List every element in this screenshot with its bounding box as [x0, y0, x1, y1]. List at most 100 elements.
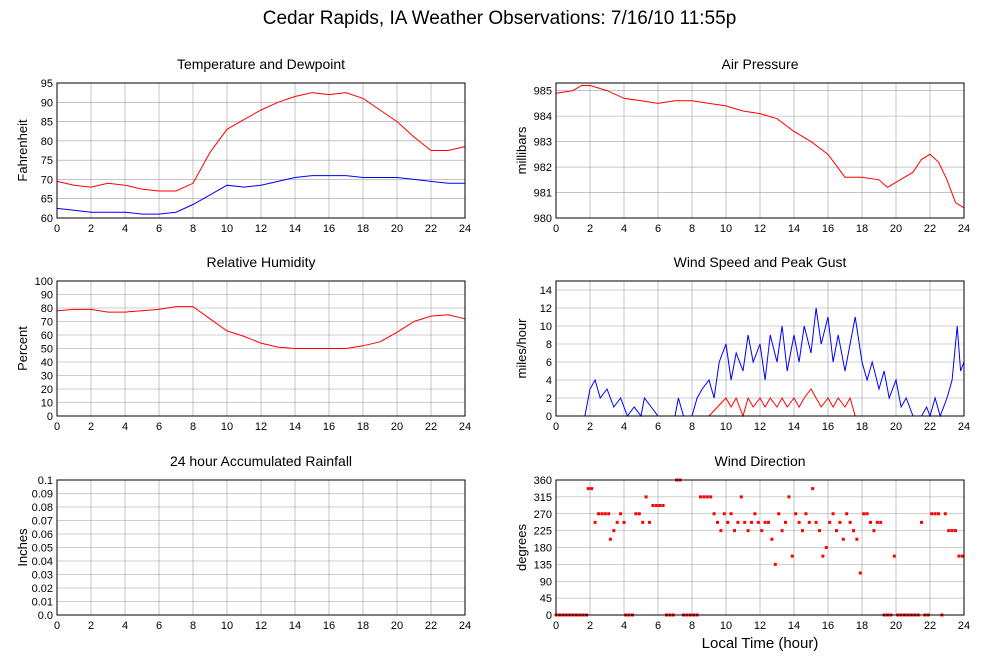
- wind-speed-y-tick-label: 2: [546, 393, 552, 405]
- humidity-x-tick-label: 2: [88, 421, 94, 433]
- wind-direction-point: [828, 520, 832, 524]
- humidity-x-tick-label: 18: [357, 421, 369, 433]
- wind-direction-point: [933, 512, 937, 516]
- pressure-x-tick-label: 18: [856, 223, 868, 235]
- wind-speed-y-tick-label: 8: [546, 339, 552, 351]
- wind-direction-point: [641, 520, 645, 524]
- temperature-y-tick-label: 65: [41, 194, 53, 206]
- humidity-x-tick-label: 22: [425, 421, 437, 433]
- pressure-title: Air Pressure: [721, 56, 798, 72]
- humidity-chart: 0 2 4 6 8 10 12 14 16 18 20 22 240102030405060708090…: [15, 254, 471, 433]
- rainfall-x-tick-label: 22: [425, 620, 437, 632]
- wind-direction-y-tick-label: 270: [534, 509, 552, 521]
- humidity-series-line-0: [56, 306, 466, 349]
- rainfall-x-tick-label: 6: [156, 620, 162, 632]
- temperature-y-tick-label: 75: [41, 155, 53, 167]
- wind-direction-point: [950, 529, 954, 533]
- wind-direction-point: [797, 520, 801, 524]
- pressure-x-tick-label: 6: [655, 223, 661, 235]
- wind-speed-x-tick-label: 6: [655, 421, 661, 433]
- temperature-series-line-1: [56, 175, 465, 215]
- humidity-x-tick-label: 4: [122, 421, 128, 433]
- temperature-x-tick-label: 20: [391, 223, 403, 235]
- temperature-frame: [56, 82, 466, 219]
- humidity-y-tick-label: 30: [41, 371, 53, 383]
- wind-speed-x-tick-label: 20: [890, 421, 902, 433]
- wind-direction-x-tick-label: 14: [788, 620, 800, 632]
- wind-direction-point: [637, 512, 641, 516]
- rainfall-x-tick-label: 24: [459, 620, 471, 632]
- wind-direction-y-tick-label: 360: [534, 475, 552, 487]
- wind-direction-point: [593, 520, 597, 524]
- wind-direction-point: [661, 504, 665, 507]
- wind-direction-point: [756, 520, 760, 524]
- rainfall-chart: 0 2 4 6 8 10 12 14 16 18 20 22 240.00.010.020.030.04…: [15, 453, 471, 632]
- wind-speed-y-axis-label: miles/hour: [514, 318, 529, 379]
- wind-speed-x-tick-label: 0: [553, 421, 559, 433]
- wind-direction-y-tick-label: 315: [534, 492, 552, 504]
- rainfall-y-tick-label: 0.09: [32, 489, 53, 501]
- pressure-y-tick-label: 984: [534, 111, 552, 123]
- wind-direction-x-tick-label: 10: [720, 620, 732, 632]
- humidity-x-tick-label: 12: [255, 421, 267, 433]
- pressure-series-line-0: [555, 85, 965, 209]
- pressure-x-tick-label: 12: [754, 223, 766, 235]
- wind-direction-point: [760, 529, 764, 533]
- humidity-x-tick-label: 0: [54, 421, 60, 433]
- wind-direction-point: [930, 512, 934, 516]
- wind-direction-point: [733, 529, 736, 533]
- rainfall-y-tick-label: 0.02: [32, 583, 53, 595]
- wind-direction-x-tick-label: 20: [890, 620, 902, 632]
- wind-direction-point: [858, 571, 862, 575]
- wind-speed-series-line-1: [556, 388, 964, 418]
- wind-direction-point: [841, 537, 845, 541]
- wind-direction-point: [794, 512, 798, 516]
- humidity-x-tick-label: 20: [391, 421, 403, 433]
- wind-direction-point: [872, 529, 876, 533]
- wind-direction-x-tick-label: 22: [924, 620, 936, 632]
- temperature-series-line-0: [56, 92, 466, 192]
- wind-direction-point: [712, 512, 716, 516]
- pressure-y-tick-label: 983: [534, 137, 552, 149]
- wind-direction-x-tick-label: 6: [655, 620, 661, 632]
- temperature-x-tick-label: 16: [323, 223, 335, 235]
- pressure-x-tick-label: 22: [924, 223, 936, 235]
- wind-speed-y-tick-label: 0: [546, 411, 552, 423]
- humidity-y-tick-label: 100: [35, 276, 53, 288]
- pressure-y-tick-label: 985: [534, 86, 552, 98]
- pressure-y-tick-label: 981: [534, 188, 552, 200]
- wind-direction-point: [654, 504, 658, 507]
- humidity-x-tick-label: 10: [221, 421, 233, 433]
- humidity-y-tick-label: 50: [41, 344, 53, 356]
- wind-direction-point: [619, 512, 623, 516]
- wind-speed-y-tick-label: 14: [540, 285, 552, 297]
- wind-direction-point: [705, 495, 709, 499]
- wind-direction-point: [773, 562, 777, 566]
- rainfall-y-tick-label: 0.08: [32, 502, 53, 514]
- wind-direction-point: [634, 512, 638, 516]
- temperature-chart: 0 2 4 6 8 10 12 14 16 18 20 22 246065707580859095Tem…: [15, 56, 471, 235]
- humidity-y-axis-label: Percent: [15, 326, 30, 371]
- wind-direction-point: [807, 520, 811, 524]
- wind-direction-point: [838, 520, 842, 524]
- wind-direction-y-tick-label: 0: [546, 610, 552, 622]
- wind-direction-point: [746, 529, 750, 533]
- humidity-y-tick-label: 20: [41, 384, 53, 396]
- rainfall-x-tick-label: 4: [122, 620, 128, 632]
- rainfall-x-tick-label: 18: [357, 620, 369, 632]
- wind-direction-point: [790, 554, 794, 558]
- pressure-x-tick-label: 8: [689, 223, 695, 235]
- wind-direction-y-axis-label: degrees: [514, 524, 529, 571]
- rainfall-x-tick-label: 8: [190, 620, 196, 632]
- wind-speed-x-tick-label: 4: [621, 421, 627, 433]
- wind-direction-point: [648, 520, 651, 524]
- wind-direction-point: [586, 487, 590, 491]
- wind-direction-point: [869, 520, 872, 524]
- wind-direction-point: [920, 520, 923, 524]
- wind-direction-point: [743, 520, 747, 524]
- wind-speed-y-tick-label: 6: [546, 357, 552, 369]
- pressure-x-tick-label: 24: [958, 223, 970, 235]
- wind-direction-x-tick-label: 2: [587, 620, 593, 632]
- temperature-y-tick-label: 85: [41, 117, 53, 129]
- wind-direction-point: [848, 520, 852, 524]
